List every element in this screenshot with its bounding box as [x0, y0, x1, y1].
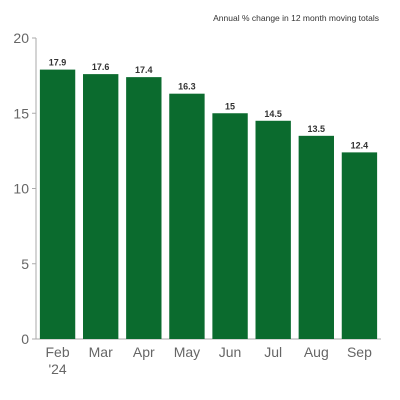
bar — [341, 152, 378, 339]
data-label: 14.5 — [264, 109, 282, 119]
y-tick-label: 5 — [21, 256, 29, 272]
data-label: 13.5 — [308, 124, 326, 134]
x-tick-label: Jun — [219, 344, 242, 360]
y-tick-label: 20 — [13, 30, 29, 46]
bar — [169, 93, 205, 339]
x-axis-labels: Feb'24 Mar Apr May Jun Jul Aug Sep — [46, 344, 373, 377]
y-tick-label: 10 — [13, 181, 29, 197]
bar — [83, 74, 119, 340]
data-labels: 17.9 17.6 17.4 16.3 15 14.5 13.5 12.4 — [49, 58, 368, 151]
y-axis-ticks: 0 5 10 15 20 — [13, 30, 36, 347]
x-tick-label: Sep — [347, 344, 372, 360]
bar — [212, 113, 248, 339]
y-tick-label: 0 — [21, 331, 29, 347]
x-tick-label: May — [174, 344, 200, 360]
data-label: 15 — [225, 101, 235, 111]
bar — [255, 120, 291, 340]
x-tick-label: Mar — [89, 344, 113, 360]
data-label: 17.4 — [135, 65, 153, 75]
data-label: 17.9 — [49, 58, 67, 68]
x-tick-label: Apr — [133, 344, 155, 360]
bars — [39, 69, 378, 340]
x-tick-label: Jul — [264, 344, 282, 360]
bar — [39, 69, 76, 339]
bar — [298, 135, 334, 339]
x-tick-label: Aug — [304, 344, 329, 360]
bar — [126, 77, 162, 339]
x-tick-sublabel: '24 — [48, 361, 66, 377]
data-label: 17.6 — [92, 62, 110, 72]
x-tick-label: Feb — [46, 344, 70, 360]
data-label: 12.4 — [351, 140, 369, 150]
chart-subtitle: Annual % change in 12 month moving total… — [213, 13, 379, 23]
data-label: 16.3 — [178, 82, 196, 92]
y-tick-label: 15 — [13, 105, 29, 121]
